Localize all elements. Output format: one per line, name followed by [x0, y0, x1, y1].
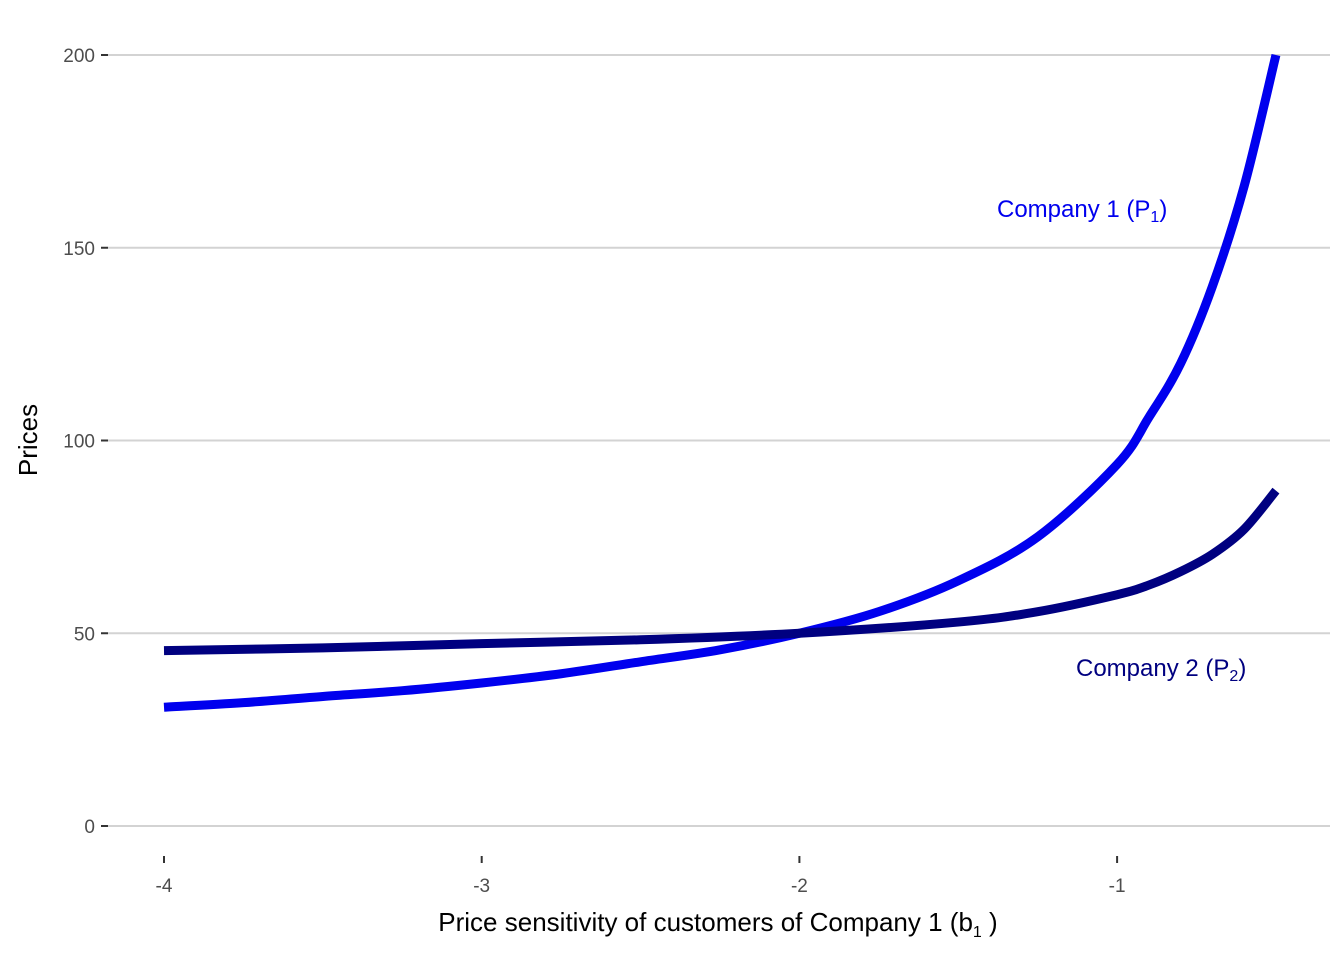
x-axis-title-text: Price sensitivity of customers of Compan… — [438, 907, 973, 937]
annotation-company-2-sub: 2 — [1229, 668, 1238, 685]
x-axis-ticks: -4 -3 -2 -1 — [156, 856, 1126, 897]
y-axis-title: Prices — [13, 404, 43, 476]
x-tick-label--1: -1 — [1109, 876, 1126, 897]
series-line-company-2 — [163, 487, 1280, 656]
y-tick-label-150: 150 — [63, 239, 95, 260]
annotation-company-1-text: Company 1 (P — [997, 196, 1150, 223]
x-axis-title: Price sensitivity of customers of Compan… — [438, 907, 997, 941]
y-tick-label-100: 100 — [63, 432, 95, 453]
x-tick-label--2: -2 — [791, 876, 808, 897]
series-lines — [163, 53, 1281, 712]
x-axis-title-sub: 1 — [973, 924, 982, 941]
y-tick-label-50: 50 — [74, 624, 95, 645]
annotation-company-2-suffix: ) — [1238, 655, 1246, 682]
x-tick-label--4: -4 — [156, 876, 173, 897]
x-tick-label--3: -3 — [473, 876, 490, 897]
annotation-company-1-sub: 1 — [1150, 209, 1159, 226]
x-axis-title-suffix: ) — [982, 907, 998, 937]
annotation-company-2-text: Company 2 (P — [1076, 655, 1229, 682]
y-tick-label-0: 0 — [84, 817, 95, 838]
gridlines — [108, 54, 1330, 827]
annotation-company-1-suffix: ) — [1159, 196, 1167, 223]
y-axis-ticks: 0 50 100 150 200 — [63, 46, 108, 838]
y-tick-label-200: 200 — [63, 46, 95, 67]
annotation-company-1: Company 1 (P1) — [997, 196, 1167, 226]
annotation-company-2: Company 2 (P2) — [1076, 655, 1246, 685]
series-line-company-1 — [163, 53, 1281, 712]
